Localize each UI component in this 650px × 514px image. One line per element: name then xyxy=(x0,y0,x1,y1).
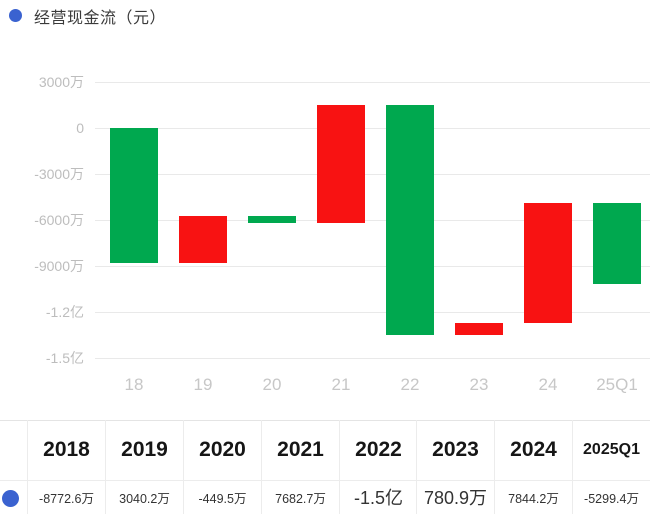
y-axis-tick-label: -9000万 xyxy=(34,258,84,274)
year-header: 2024 xyxy=(510,438,557,461)
table-top-border xyxy=(0,420,650,421)
table-column-2022: 2022 -1.5亿 xyxy=(339,420,417,514)
yearly-cashflow-table: 2018 -8772.6万 2019 3040.2万 2020 -449.5万 2021 76… xyxy=(0,420,650,514)
waterfall-bar-22[interactable] xyxy=(386,105,434,335)
gridline xyxy=(95,174,650,175)
waterfall-bar-23[interactable] xyxy=(455,323,503,335)
waterfall-bar-25Q1[interactable] xyxy=(593,203,641,284)
cashflow-value: 780.9万 xyxy=(423,488,488,508)
waterfall-bar-20[interactable] xyxy=(248,216,296,223)
x-axis-tick-label: 18 xyxy=(124,375,144,394)
y-axis-tick-label: 3000万 xyxy=(38,74,84,90)
y-axis-tick-label: -3000万 xyxy=(34,166,84,182)
gridline xyxy=(95,128,650,129)
cashflow-value: 7844.2万 xyxy=(508,491,559,506)
gridline xyxy=(95,312,650,313)
y-axis-tick-label: 0 xyxy=(76,120,84,136)
y-axis-tick-label: -1.2亿 xyxy=(45,304,84,320)
cashflow-waterfall-chart[interactable]: 3000万 0 -3000万 -6000万 -9000万 -1.2亿 -1.5亿 18 19 20… xyxy=(0,30,650,420)
year-header: 2019 xyxy=(121,438,168,461)
cashflow-value: 7682.7万 xyxy=(275,491,326,506)
x-axis-tick-label: 25Q1 xyxy=(596,375,638,394)
year-header: 2021 xyxy=(277,438,324,461)
cashflow-value: 3040.2万 xyxy=(119,491,170,506)
gridline xyxy=(95,358,650,359)
cashflow-value: -8772.6万 xyxy=(39,491,94,506)
y-axis-tick-label: -6000万 xyxy=(34,212,84,228)
table-row-divider xyxy=(0,480,650,481)
year-header: 2022 xyxy=(355,438,402,461)
gridline xyxy=(95,220,650,221)
table-column-2020: 2020 -449.5万 xyxy=(183,420,261,514)
chart-legend: 经营现金流（元） xyxy=(0,0,650,30)
cashflow-value: -5299.4万 xyxy=(584,491,639,506)
x-axis-tick-label: 20 xyxy=(262,375,282,394)
x-axis-tick-label: 23 xyxy=(469,375,489,394)
year-header: 2018 xyxy=(43,438,90,461)
x-axis-tick-label: 24 xyxy=(538,375,558,394)
year-header: 2020 xyxy=(199,438,246,461)
waterfall-bar-21[interactable] xyxy=(317,105,365,223)
gridline xyxy=(95,266,650,267)
x-axis-tick-label: 21 xyxy=(331,375,351,394)
table-column-2019: 2019 3040.2万 xyxy=(105,420,183,514)
y-axis-tick-label: -1.5亿 xyxy=(45,350,84,366)
cashflow-value: -449.5万 xyxy=(198,491,247,506)
gridline xyxy=(95,82,650,83)
table-column-2025Q1: 2025Q1 -5299.4万 xyxy=(572,420,650,514)
waterfall-bar-18[interactable] xyxy=(110,128,158,263)
cashflow-value: -1.5亿 xyxy=(353,488,404,508)
waterfall-bar-19[interactable] xyxy=(179,216,227,263)
x-axis-tick-label: 19 xyxy=(193,375,213,394)
table-column-2021: 2021 7682.7万 xyxy=(261,420,339,514)
x-axis-tick-label: 22 xyxy=(400,375,420,394)
year-header: 2023 xyxy=(432,438,479,461)
year-header: 2025Q1 xyxy=(583,441,640,458)
table-column-2024: 2024 7844.2万 xyxy=(494,420,572,514)
series-dot-icon xyxy=(2,490,19,507)
legend-dot-icon xyxy=(9,9,22,22)
legend-label: 经营现金流（元） xyxy=(34,10,167,27)
table-column-2023: 2023 780.9万 xyxy=(416,420,494,514)
waterfall-bar-24[interactable] xyxy=(524,203,572,323)
table-column-2018: 2018 -8772.6万 xyxy=(27,420,105,514)
